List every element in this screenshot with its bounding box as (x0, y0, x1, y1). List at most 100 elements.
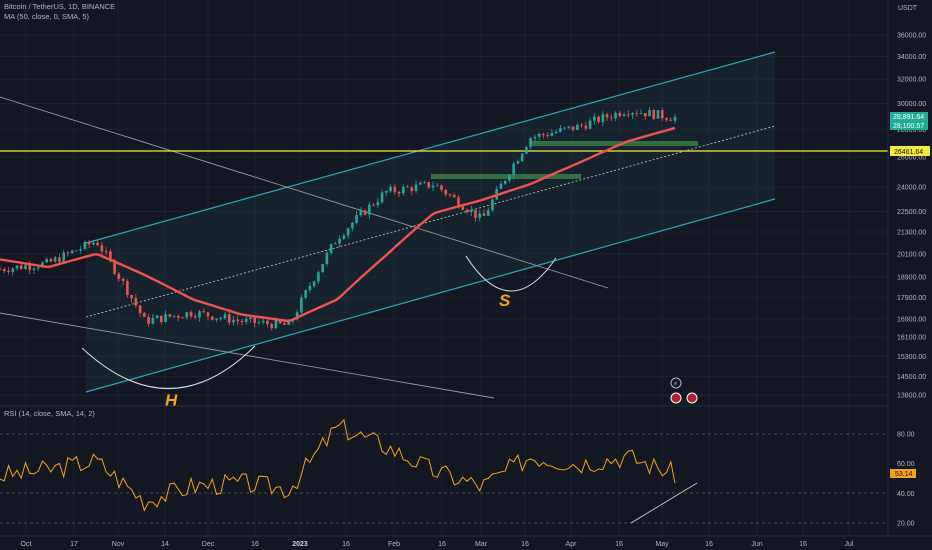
candle-body-103 (435, 185, 439, 187)
candle-body-140 (593, 116, 596, 121)
candle-body-56 (236, 319, 240, 321)
x-tick-16: Jun (751, 541, 762, 548)
candle-body-148 (627, 114, 630, 116)
candle-body-147 (622, 114, 626, 117)
y-tick-13: 16100.00 (897, 335, 926, 342)
y-tick-15: 14500.00 (897, 374, 926, 381)
candle-body-74 (312, 281, 316, 287)
candle-body-78 (329, 244, 333, 253)
candle-body-82 (346, 228, 350, 236)
event-flag-icon-2[interactable] (686, 392, 698, 404)
candle-body-153 (648, 109, 651, 117)
event-flash-icon[interactable] (670, 377, 682, 389)
candle-body-12 (49, 258, 53, 262)
candle-body-49 (206, 312, 210, 317)
candle-body-61 (257, 322, 261, 324)
candle-body-40 (168, 314, 172, 317)
rsi-legend[interactable]: RSI (14, close, SMA, 14, 2) (4, 409, 95, 418)
y-tick-11: 17900.00 (897, 295, 926, 302)
candle-body-13 (53, 257, 57, 262)
channel-fill (86, 52, 775, 392)
level-price-badge[interactable] (890, 146, 930, 156)
candle-body-99 (418, 182, 422, 185)
y-tick-8: 21300.00 (897, 230, 926, 237)
candle-body-5 (19, 265, 23, 269)
candle-body-71 (300, 297, 303, 313)
candle-body-79 (334, 243, 337, 245)
candle-body-67 (283, 323, 286, 325)
x-tick-17: 16 (799, 541, 807, 548)
candle-body-23 (96, 242, 99, 246)
candle-body-107 (452, 195, 456, 198)
candle-body-100 (423, 182, 426, 183)
candle-body-48 (202, 311, 206, 313)
ma-legend[interactable]: MA (50, close, 0, SMA, 5) (4, 12, 90, 21)
channel-lower-line (85, 198, 776, 393)
head-arc (81, 345, 256, 389)
candle-body-14 (58, 257, 61, 262)
event-flag-icon-1[interactable] (670, 392, 682, 404)
right-axis-bg (888, 0, 932, 536)
rsi-value-badge[interactable] (890, 469, 916, 478)
candle-body-52 (219, 317, 223, 319)
candle-body-97 (410, 187, 414, 192)
candle-body-81 (342, 235, 346, 239)
candle-body-128 (542, 133, 545, 135)
channel-upper-line (85, 51, 776, 244)
y-ticks: 36000.00 34000.00 32000.00 30000.00 28000.00… (897, 33, 926, 400)
candle-body-59 (249, 317, 252, 319)
candle-body-11 (45, 258, 48, 263)
candle-body-54 (227, 314, 231, 323)
candle-body-151 (639, 113, 643, 114)
candle-body-34 (143, 313, 146, 317)
y-tick-14: 15300.00 (897, 354, 926, 361)
last-price-label: 28,891.64 (893, 114, 924, 121)
candle-body-63 (266, 320, 269, 325)
ma-price-badge[interactable] (890, 121, 928, 130)
candle-body-10 (41, 262, 44, 268)
candle-body-138 (584, 125, 588, 129)
candle-body-66 (278, 319, 282, 324)
candle-body-47 (198, 311, 201, 318)
candle-body-64 (270, 324, 273, 329)
x-tick-7: 16 (342, 541, 350, 548)
y-tick-3: 30000.00 (897, 101, 926, 108)
y-tick-16: 13800.00 (897, 393, 926, 400)
currency-label: USDT (898, 5, 918, 12)
symbol-legend[interactable]: Bitcoin / TetherUS, 1D, BINANCE (4, 2, 116, 11)
candle-body-96 (406, 186, 409, 188)
rsi-tick-1: 60.00 (897, 461, 915, 468)
y-tick-5: 26000.00 (897, 155, 926, 162)
candle-body-157 (665, 118, 668, 120)
candle-body-89 (376, 202, 380, 205)
candle-body-139 (588, 120, 592, 129)
candle-body-50 (210, 316, 214, 320)
candle-body-7 (28, 265, 32, 270)
y-tick-4: 28000.00 (897, 127, 926, 134)
candle-body-150 (635, 113, 639, 114)
shoulder-arc (465, 255, 557, 292)
x-tick-9: 16 (438, 541, 446, 548)
candle-body-20 (83, 241, 87, 249)
y-tick-2: 32000.00 (897, 77, 926, 84)
y-tick-6: 24000.00 (897, 185, 926, 192)
candle-body-15 (62, 252, 65, 262)
candle-body-131 (554, 131, 558, 133)
candle-body-36 (151, 318, 155, 324)
ma-line (0, 126, 676, 323)
candle-body-92 (389, 186, 392, 192)
last-price-badge[interactable] (890, 112, 928, 121)
candle-body-115 (486, 210, 490, 216)
candle-body-17 (70, 250, 74, 254)
candle-body-146 (618, 112, 622, 117)
candle-body-109 (461, 206, 465, 210)
candle-body-93 (393, 186, 397, 193)
candle-body-135 (571, 126, 575, 130)
candle-body-18 (75, 250, 78, 252)
candle-body-30 (126, 280, 129, 296)
candle-body-102 (431, 185, 435, 188)
candle-body-114 (482, 213, 486, 216)
candle-body-62 (261, 320, 265, 323)
candle-body-73 (308, 286, 312, 291)
candle-body-27 (113, 260, 116, 274)
